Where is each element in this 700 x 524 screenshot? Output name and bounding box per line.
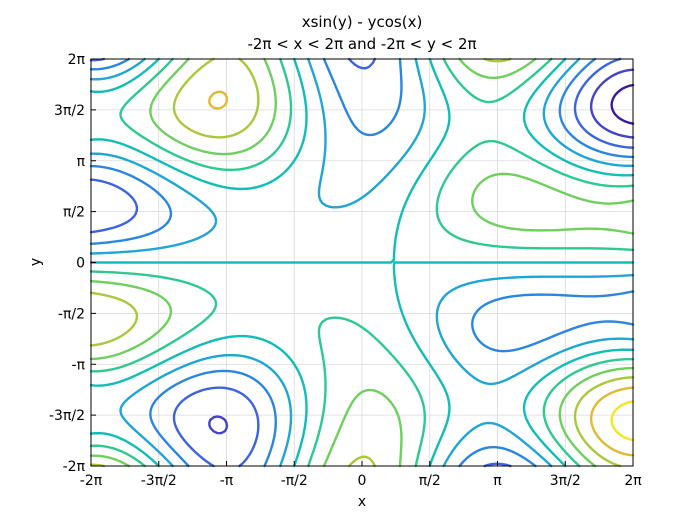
y-tick-label-6: π	[77, 154, 86, 170]
x-axis-label: x	[358, 494, 366, 510]
y-tick-label-7: 3π/2	[54, 103, 85, 119]
y-tick-label-4: 0	[76, 256, 85, 272]
contour-lines	[89, 57, 635, 468]
y-tick-label-3: -π/2	[58, 306, 85, 322]
x-tick-label-8: 2π	[624, 473, 642, 489]
y-tick-label-8: 2π	[68, 52, 86, 68]
x-tick-label-7: 3π/2	[550, 473, 581, 489]
x-tick-label-5: π/2	[419, 473, 441, 489]
contour-level-6	[89, 57, 635, 468]
contour-level-5	[89, 57, 635, 468]
chart-title: xsin(y) - ycos(x)	[302, 13, 423, 31]
x-tick-label-1: -3π/2	[141, 473, 177, 489]
contour-level-0	[610, 83, 635, 125]
x-tick-label-0: -2π	[80, 473, 103, 489]
contour-level-4	[89, 57, 635, 468]
y-axis-label: y	[28, 258, 44, 266]
y-tick-label-5: π/2	[63, 205, 85, 221]
x-tick-label-6: π	[493, 473, 502, 489]
contour-level-1	[208, 68, 635, 435]
contour-level-9	[208, 90, 635, 457]
contour-level-10	[610, 400, 635, 442]
x-tick-label-3: -π/2	[281, 473, 308, 489]
contour-level-2	[89, 57, 635, 468]
contour-level-8	[89, 57, 635, 468]
y-tick-label-1: -3π/2	[49, 408, 85, 424]
x-tick-label-2: -π	[220, 473, 234, 489]
y-tick-label-2: -π	[72, 357, 86, 373]
x-tick-label-4: 0	[358, 473, 367, 489]
contour-level-3	[89, 57, 635, 468]
axis-ticks: -2π -3π/2 -π -π/2 0 π/2 π 3π/2 2π -2π -3π/2 -π -π/2 0…	[49, 52, 642, 489]
chart-subtitle: -2π < x < 2π and -2π < y < 2π	[247, 35, 476, 53]
y-tick-label-0: -2π	[63, 459, 86, 475]
contour-level-7	[89, 57, 635, 468]
